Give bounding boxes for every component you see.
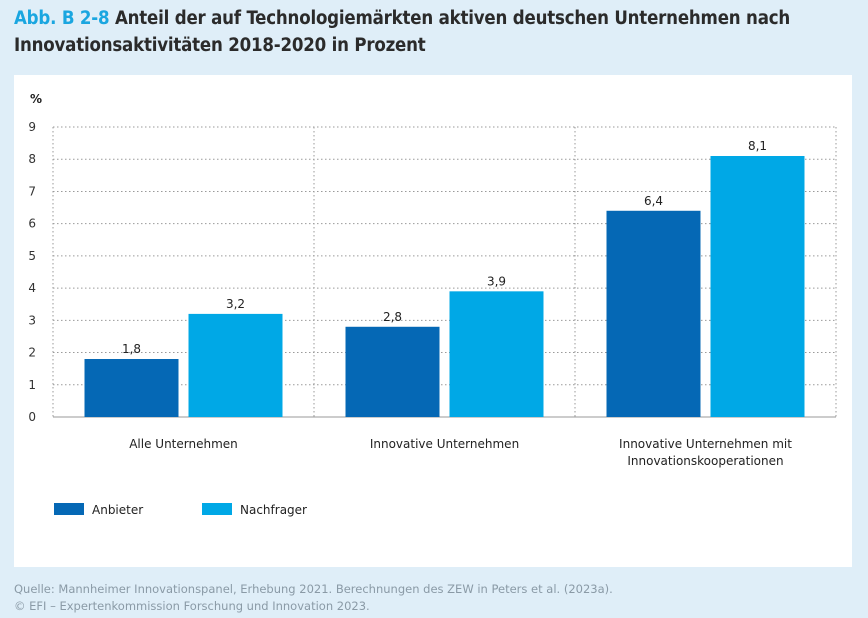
y-tick-label: 5 [28,249,36,263]
data-label: 3,2 [226,297,245,311]
y-tick-label: 1 [28,378,36,392]
y-tick-label: 6 [28,217,36,231]
bar-chart: % 0 1 2 3 4 5 6 7 8 9 1,8 3,2 Alle Unternehmen 2,8 3,9 I… [28,92,837,517]
bar-nachfrager-2 [449,291,544,417]
data-label: 2,8 [383,310,402,324]
figure-label: Abb. B 2-8 [14,8,110,29]
legend-swatch-anbieter [54,503,84,515]
y-tick-label: 3 [28,313,36,327]
y-tick-label: 9 [28,120,36,134]
copyright-text: © EFI – Expertenkommission Forschung und… [14,599,370,613]
legend-swatch-nachfrager [202,503,232,515]
x-category-label: Innovationskooperationen [627,454,783,468]
y-tick-label: 8 [28,152,36,166]
x-category-label: Alle Unternehmen [129,437,238,451]
bar-nachfrager-1 [188,313,283,417]
y-tick-label: 2 [28,346,36,360]
bar-nachfrager-3 [710,156,805,417]
bar-anbieter-2 [345,326,440,417]
y-tick-label: 0 [28,410,36,424]
chart-panel: % 0 1 2 3 4 5 6 7 8 9 1,8 3,2 Alle Unternehmen 2,8 3,9 I… [14,75,852,567]
figure-title-text: Anteil der auf Technologiemärkten aktive… [14,8,791,56]
bar-anbieter-1 [84,359,179,417]
y-tick-label: 7 [28,184,36,198]
chart-title: Abb. B 2-8 Anteil der auf Technologiemär… [14,5,854,59]
source-text: Quelle: Mannheimer Innovationspanel, Erh… [14,582,613,596]
data-label: 1,8 [122,342,141,356]
bar-anbieter-3 [606,210,701,417]
y-axis-label: % [30,92,42,106]
legend-label: Nachfrager [240,503,307,517]
legend-label: Anbieter [92,503,143,517]
source-note: Quelle: Mannheimer Innovationspanel, Erh… [14,581,854,615]
data-label: 3,9 [487,274,506,288]
data-label: 8,1 [748,139,767,153]
x-category-label: Innovative Unternehmen [370,437,519,451]
y-tick-label: 4 [28,281,36,295]
x-category-label: Innovative Unternehmen mit [619,437,792,451]
data-label: 6,4 [644,194,663,208]
